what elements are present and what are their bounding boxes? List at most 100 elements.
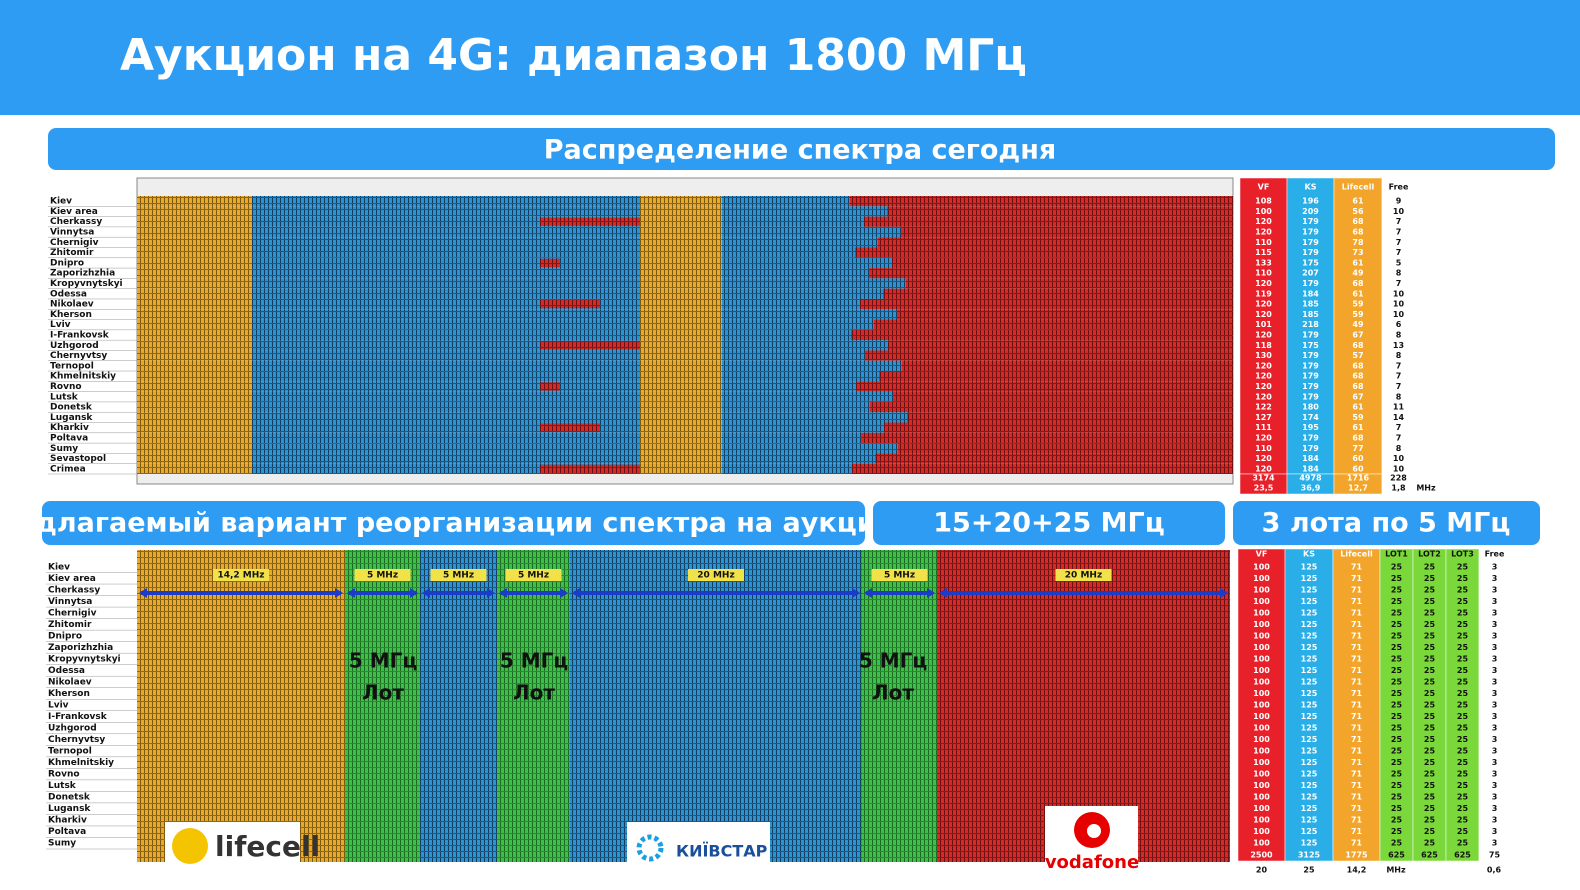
table-total: 1716	[1347, 474, 1370, 483]
table-cell: 3	[1492, 758, 1498, 767]
table-cell: 71	[1351, 712, 1363, 721]
spectrum-block	[722, 453, 875, 464]
table-cell: 25	[1391, 631, 1403, 640]
region-label: Kharkiv	[50, 423, 89, 433]
table-cell: 25	[1391, 585, 1403, 594]
table-cell: 7	[1396, 361, 1402, 370]
spectrum-block	[252, 340, 640, 351]
table-total: 3174	[1252, 474, 1275, 483]
spectrum-block	[892, 257, 1233, 269]
table-cell: 59	[1352, 300, 1364, 309]
column-header: Lifecell	[1340, 550, 1373, 559]
region-label: Sevastopol	[50, 454, 106, 464]
table-cell: 77	[1352, 444, 1363, 453]
table-cell: 25	[1424, 666, 1436, 675]
table-cell: 7	[1396, 279, 1402, 288]
spectrum-block	[137, 319, 252, 330]
region-label: Nikolaev	[48, 677, 92, 687]
spectrum-block	[887, 206, 1233, 217]
table-cell: 67	[1352, 331, 1363, 340]
table-cell: 25	[1424, 608, 1436, 617]
spectrum-block	[870, 401, 1233, 413]
table-cell: 196	[1302, 197, 1319, 206]
region-label: Rovno	[48, 770, 80, 780]
table-cell: 25	[1424, 631, 1436, 640]
table-cell: 3	[1492, 643, 1498, 652]
table-cell: 61	[1352, 197, 1364, 206]
table-cell: 25	[1391, 608, 1403, 617]
table-cell: 25	[1391, 701, 1403, 710]
spectrum-block	[540, 341, 640, 350]
spectrum-block	[252, 237, 640, 248]
spectrum-block	[137, 288, 252, 299]
spectrum-block	[897, 309, 1233, 320]
table-cell: 6	[1396, 320, 1402, 329]
table-cell: 25	[1424, 643, 1436, 652]
spectrum-block	[722, 329, 851, 341]
table-cell: 125	[1301, 712, 1318, 721]
table-cell: 61	[1352, 423, 1364, 432]
table-cell: 125	[1301, 724, 1318, 733]
lot-label: Лот	[362, 681, 404, 705]
table-cell: 25	[1391, 816, 1403, 825]
region-label: Zhitomir	[50, 248, 94, 258]
region-label: Uzhgorod	[48, 724, 97, 734]
table-cell: 3	[1492, 574, 1498, 583]
spectrum-block	[640, 319, 722, 330]
spectrum-block	[252, 463, 640, 474]
table-cell: 3	[1492, 608, 1498, 617]
region-label: Poltava	[50, 433, 88, 443]
free-mhz: 0,6	[1487, 866, 1502, 875]
table-cell: 10	[1393, 207, 1405, 216]
spectrum-block	[137, 463, 252, 474]
spectrum-block	[137, 401, 252, 413]
logo-lifecell: lifecell	[215, 830, 320, 863]
table-cell: 125	[1301, 677, 1318, 686]
table-cell: 61	[1352, 403, 1364, 412]
region-label: Zhitomir	[48, 620, 92, 630]
spectrum-block	[137, 247, 252, 258]
lot-label: Лот	[513, 681, 555, 705]
table-cell: 3	[1492, 654, 1498, 663]
table-cell: 25	[1457, 585, 1469, 594]
region-label: Kiev	[48, 562, 70, 572]
table-cell: 100	[1253, 747, 1270, 756]
spectrum-block	[722, 196, 850, 207]
table-cell: 3	[1492, 839, 1498, 848]
section-title: 3 лота по 5 МГц	[1262, 508, 1511, 539]
table-cell: 179	[1302, 228, 1319, 237]
table-cell: 71	[1351, 793, 1363, 802]
table-cell: 60	[1352, 464, 1364, 473]
spectrum-block	[722, 268, 869, 279]
table-col	[1379, 548, 1414, 862]
table-cell: 125	[1301, 666, 1318, 675]
table-col	[1445, 548, 1480, 862]
region-label: Cherkassy	[50, 217, 102, 227]
region-label: Zaporizhzhia	[48, 643, 113, 653]
table-cell: 120	[1255, 300, 1272, 309]
table-cell: 100	[1253, 597, 1270, 606]
column-header: LOT2	[1418, 550, 1441, 559]
spectrum-block	[906, 278, 1233, 289]
table-cell: 25	[1391, 597, 1403, 606]
table-cell: 25	[1457, 712, 1469, 721]
section-bar	[1233, 501, 1540, 545]
table-cell: 25	[1424, 712, 1436, 721]
table-cell: 8	[1396, 269, 1402, 278]
spectrum-block	[540, 423, 600, 432]
table-cell: 3	[1492, 701, 1498, 710]
spectrum-block	[252, 268, 640, 279]
spectrum-block	[722, 412, 907, 423]
table-cell: 120	[1255, 433, 1272, 442]
region-label: Nikolaev	[50, 300, 94, 310]
table-cell: 49	[1352, 269, 1364, 278]
column-header: Free	[1389, 183, 1409, 192]
table-cell: 3	[1492, 747, 1498, 756]
table-cell: 7	[1396, 423, 1402, 432]
spectrum-block	[640, 278, 722, 289]
table-cell: 8	[1396, 392, 1402, 401]
table-cell: 3	[1492, 735, 1498, 744]
logo-icon	[172, 828, 208, 864]
table-cell: 68	[1352, 217, 1364, 226]
table-per-mhz: 20	[1256, 866, 1268, 875]
